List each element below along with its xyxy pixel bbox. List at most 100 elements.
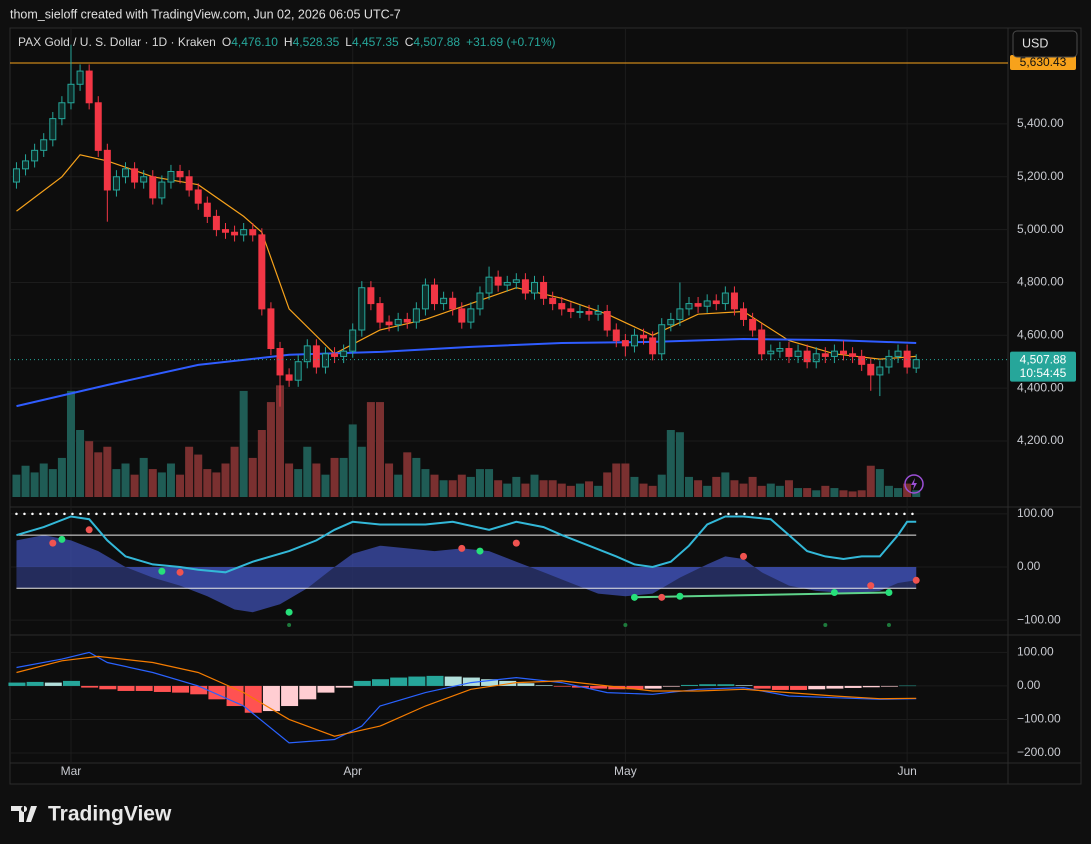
signal-dot — [158, 567, 166, 575]
volume-bar — [203, 469, 212, 497]
candle-body — [658, 324, 666, 355]
currency-button[interactable] — [1012, 30, 1078, 58]
signal-dot — [886, 622, 891, 627]
volume-bar — [148, 469, 157, 497]
candle-body — [549, 297, 557, 305]
candle-body — [685, 303, 693, 310]
signal-dot — [676, 592, 684, 600]
volume-bar — [57, 457, 66, 497]
y-tick-label: 5,400.00 — [1017, 116, 1064, 130]
candle-body — [167, 170, 175, 183]
volume-bar — [884, 485, 893, 497]
volume-bar — [212, 472, 221, 497]
volume-bar — [848, 491, 857, 497]
candle-body — [721, 292, 729, 305]
candle-body — [131, 168, 139, 183]
histogram-bar — [371, 679, 389, 686]
volume-bar — [730, 480, 739, 497]
y-tick-label: 0.00 — [1017, 559, 1041, 573]
volume-bar — [657, 474, 666, 497]
candle-body — [558, 303, 566, 310]
y-tick-label: 5,200.00 — [1017, 169, 1064, 183]
histogram-bar — [826, 685, 844, 689]
candle-body — [158, 181, 166, 199]
currency[interactable]: USD — [1022, 36, 1048, 50]
histogram-bar — [880, 685, 898, 687]
candle-body — [540, 281, 548, 299]
candle-body — [85, 70, 93, 104]
y-tick-label: 4,800.00 — [1017, 275, 1064, 289]
ohlc-value: 4,528.35 — [293, 35, 340, 49]
volume-bar — [530, 474, 539, 497]
candle-body — [785, 348, 793, 357]
candle-body — [758, 329, 766, 355]
alert-icon[interactable] — [904, 474, 924, 494]
candle-body — [385, 321, 393, 326]
volume-bar — [794, 488, 803, 497]
volume-bar — [457, 474, 466, 497]
candle-body — [421, 284, 429, 310]
histogram-bar — [81, 685, 99, 688]
volume-bar — [130, 474, 139, 497]
logo-text: TradingView — [48, 803, 172, 826]
candle-body — [331, 353, 339, 357]
histogram-bar — [626, 685, 644, 690]
candle-body — [839, 350, 847, 355]
volume-bar — [830, 488, 839, 497]
volume-bar — [248, 457, 257, 497]
ohlc-label: C — [405, 35, 414, 49]
volume-bar — [666, 430, 675, 497]
volume-bar — [403, 452, 412, 497]
histogram-bar — [590, 685, 608, 689]
volume-bar — [157, 472, 166, 497]
candle-body — [821, 353, 829, 357]
candle-body — [858, 355, 866, 365]
candle-body — [76, 70, 84, 85]
candle-body — [567, 308, 575, 313]
volume-bar — [812, 490, 821, 497]
histogram-bar — [8, 682, 26, 686]
ohlc-label: L — [345, 35, 352, 49]
candle-body — [649, 337, 657, 355]
volume-bar — [257, 430, 266, 497]
y-tick-label: 100.00 — [1017, 645, 1054, 659]
volume-bar — [694, 480, 703, 497]
y-tick-label: 4,200.00 — [1017, 433, 1064, 447]
legend-title: PAX Gold / U. S. Dollar · 1D · Kraken — [18, 35, 216, 49]
volume-bar — [875, 469, 884, 497]
signal-dot — [830, 589, 838, 597]
volume-bar — [784, 480, 793, 497]
volume-bar — [684, 476, 693, 497]
volume-bar — [385, 463, 394, 497]
macd-line — [16, 655, 917, 737]
histogram-bar — [426, 675, 444, 686]
y-tick-label: 4,400.00 — [1017, 380, 1064, 394]
volume-bar — [12, 474, 21, 497]
volume-bar — [94, 452, 103, 497]
volume-bar — [194, 454, 203, 497]
candle-body — [358, 287, 366, 331]
oscillator-line — [16, 515, 917, 574]
alert-bolt — [911, 478, 917, 490]
histogram-bar — [408, 676, 426, 686]
candle-body — [303, 345, 311, 363]
candle-body — [240, 229, 248, 236]
volume-bar — [466, 476, 475, 497]
signal-dot — [287, 622, 292, 627]
candle-body — [231, 231, 239, 236]
ohlc-label: O — [222, 35, 231, 49]
signal-dot — [476, 547, 484, 555]
histogram-bar — [553, 685, 571, 687]
candle-body — [312, 345, 320, 368]
histogram-bar — [190, 685, 208, 695]
signal-dot — [740, 552, 748, 560]
volume-bar — [39, 463, 48, 497]
histogram-bar — [444, 676, 462, 686]
volume-bar — [675, 432, 684, 497]
candle-body — [276, 348, 284, 376]
y-tick-label: −100.00 — [1017, 612, 1061, 626]
volume-bar — [703, 485, 712, 497]
histogram-bar — [26, 681, 44, 686]
candle-body — [912, 359, 920, 369]
volume-bar — [866, 465, 875, 497]
